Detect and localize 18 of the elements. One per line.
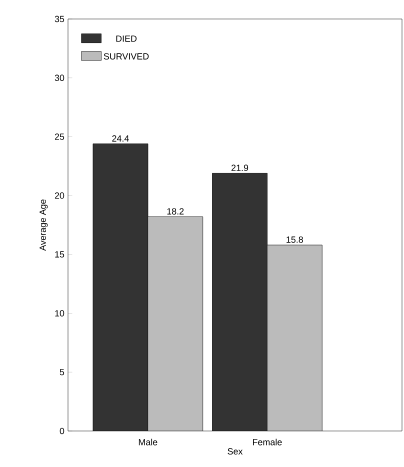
x-axis-title: Sex [228,448,243,455]
x-tick-label: Female [252,438,282,446]
y-tick-label: 20 [54,192,64,199]
y-tick-label: 10 [55,310,64,316]
x-tick-label: Male [138,438,158,446]
legend-label: DIED [116,36,137,42]
data-label: 21.9 [232,164,248,172]
y-tick-label: 25 [54,134,64,140]
y-tick-label: 15 [55,251,64,258]
data-label: 18.2 [167,208,184,215]
y-tick-label: 35 [54,16,64,22]
data-label: 24.4 [112,135,129,142]
y-tick-label: 0 [60,428,64,434]
y-tick-label: 5 [60,369,64,376]
y-axis-title: Average Age [40,200,48,251]
data-label: 15.8 [286,236,303,243]
legend-label: SURVIVED [104,53,149,60]
y-tick-label: 30 [54,74,64,82]
